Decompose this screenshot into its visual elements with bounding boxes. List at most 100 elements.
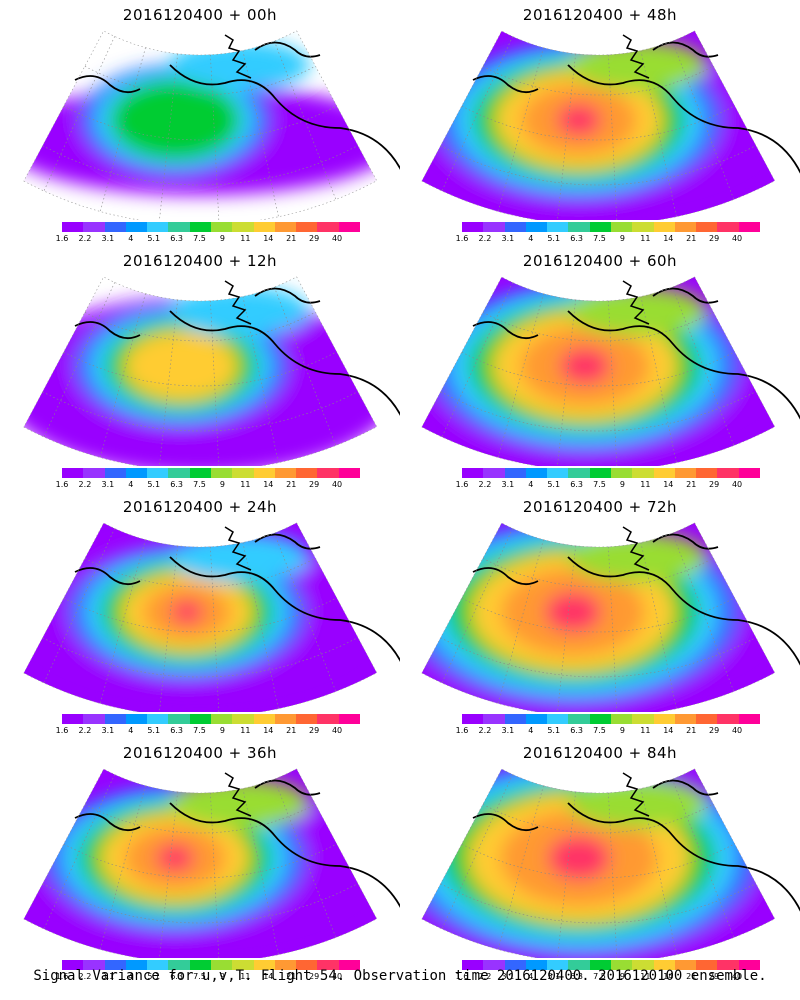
colorbar-swatch <box>189 222 211 232</box>
colorbar-tick-label: 3.1 <box>501 480 515 489</box>
forecast-panel-36h: 2016120400 + 36h 1.6 2.2 3.1 4 5.1 6.3 7.5 9 11 1… <box>0 738 400 981</box>
latitude-line <box>84 803 316 834</box>
longitude-line <box>43 528 115 684</box>
longitude-line <box>210 546 220 712</box>
longitude-line <box>640 788 677 955</box>
colorbar-tick-label: 5.1 <box>147 726 161 735</box>
colorbar-swatch <box>483 714 505 724</box>
latitude-line <box>440 637 757 678</box>
colorbar-swatch <box>462 222 484 232</box>
colorbar <box>462 714 760 724</box>
variance-field <box>421 276 775 466</box>
colorbar-labels: 1.6 2.2 3.1 4 5.1 6.3 7.5 9 11 14 21 29 40 <box>456 726 760 736</box>
colorbar-tick-label: 2.2 <box>78 480 92 489</box>
variance-field <box>421 768 775 958</box>
colorbar-tick-label: 40 <box>331 972 343 981</box>
colorbar-tick-label: 4 <box>528 234 534 243</box>
longitude-line <box>159 791 178 958</box>
colorbar-swatch <box>462 960 484 970</box>
colorbar-tick-label: 5.1 <box>147 480 161 489</box>
variance-contour <box>560 348 610 384</box>
colorbar-tick-label: 5.1 <box>147 234 161 243</box>
colorbar-tick-label: 29 <box>709 480 720 489</box>
colorbar-swatch <box>483 468 505 478</box>
forecast-panel-48h: 2016120400 + 48h 1.6 2.2 3.1 4 5.1 6.3 7.5 9 11 1… <box>400 0 800 243</box>
colorbar-swatch <box>125 714 148 724</box>
colorbar-swatch <box>83 960 105 970</box>
northern-fringe <box>170 778 310 828</box>
colorbar-tick-label: 2.2 <box>78 726 92 735</box>
colorbar-tick-label: 29 <box>309 972 320 981</box>
longitude-line <box>99 293 146 458</box>
longitude-line <box>497 47 544 212</box>
colorbar-tick-label: 40 <box>331 726 343 735</box>
colorbar-swatch <box>83 714 105 724</box>
colorbar-swatch <box>104 468 126 478</box>
colorbar-swatch <box>253 714 275 724</box>
variance-map <box>23 522 400 712</box>
colorbar-tick-label: 14 <box>663 234 674 243</box>
colorbar-swatch <box>274 714 297 724</box>
colorbar-tick-label: 1.6 <box>55 726 69 735</box>
variance-contour <box>545 592 601 632</box>
colorbar-tick-label: 9 <box>219 234 225 243</box>
colorbar-swatch <box>232 222 254 232</box>
latitude-line <box>42 637 359 678</box>
colorbar-swatch <box>147 714 169 724</box>
colorbar-tick-label: 1.6 <box>55 972 69 981</box>
colorbar-swatch <box>653 222 675 232</box>
variance-field <box>421 522 775 712</box>
colorbar-swatch <box>525 960 548 970</box>
colorbar-swatch <box>168 960 190 970</box>
colorbar-swatch <box>147 960 169 970</box>
colorbar-tick-label: 14 <box>663 480 674 489</box>
coastline <box>472 41 800 174</box>
colorbar-tick-label: 4 <box>128 480 134 489</box>
colorbar-swatch <box>568 222 590 232</box>
longitude-line <box>159 53 178 220</box>
colorbar-tick-label: 9 <box>219 972 225 981</box>
colorbar-tick-label: 3.1 <box>101 972 115 981</box>
colorbar-tick-label: 7.5 <box>193 234 206 243</box>
colorbar-swatch <box>338 960 360 970</box>
colorbar-tick-label: 21 <box>686 234 697 243</box>
colorbar-tick-label: 7.5 <box>593 480 606 489</box>
colorbar-tick-label: 14 <box>663 972 674 981</box>
colorbar-swatch <box>83 222 105 232</box>
colorbar-swatch <box>653 714 675 724</box>
colorbar-tick-label: 29 <box>309 234 320 243</box>
colorbar-swatch <box>589 960 611 970</box>
variance-map <box>421 276 800 466</box>
colorbar-tick-label: 1.6 <box>55 234 69 243</box>
colorbar-tick-label: 29 <box>709 234 720 243</box>
longitude-line <box>640 296 677 463</box>
variance-field <box>23 522 377 712</box>
colorbar-tick-label: 6.3 <box>570 480 583 489</box>
colorbar-tick-label: 11 <box>640 234 651 243</box>
colorbar-tick-label: 14 <box>263 726 274 735</box>
longitude-line <box>497 785 544 950</box>
variance-field <box>23 768 377 958</box>
colorbar-swatch <box>232 468 254 478</box>
panel-title: 2016120400 + 24h <box>122 498 278 516</box>
colorbar-swatch <box>632 714 654 724</box>
colorbar-swatch <box>296 222 318 232</box>
colorbar-tick-label: 21 <box>286 972 297 981</box>
colorbar-tick-label: 21 <box>686 726 697 735</box>
colorbar-tick-label: 2.2 <box>478 972 492 981</box>
latitude-line <box>42 883 359 924</box>
colorbar-tick-label: 6.3 <box>170 480 183 489</box>
arctic-islands <box>622 34 650 79</box>
variance-contour <box>156 844 194 872</box>
colorbar-swatch <box>610 222 633 232</box>
colorbar-tick-label: 4 <box>528 726 534 735</box>
longitude-line <box>497 293 544 458</box>
colorbar-swatch <box>125 960 148 970</box>
colorbar-swatch <box>504 468 526 478</box>
colorbar-labels: 1.6 2.2 3.1 4 5.1 6.3 7.5 9 11 14 21 29 40 <box>56 234 360 244</box>
colorbar-tick-label: 2.2 <box>478 234 492 243</box>
variance-contour <box>124 331 238 401</box>
colorbar-tick-label: 6.3 <box>570 972 583 981</box>
latitude-line <box>42 145 359 186</box>
colorbar-swatch <box>147 222 169 232</box>
